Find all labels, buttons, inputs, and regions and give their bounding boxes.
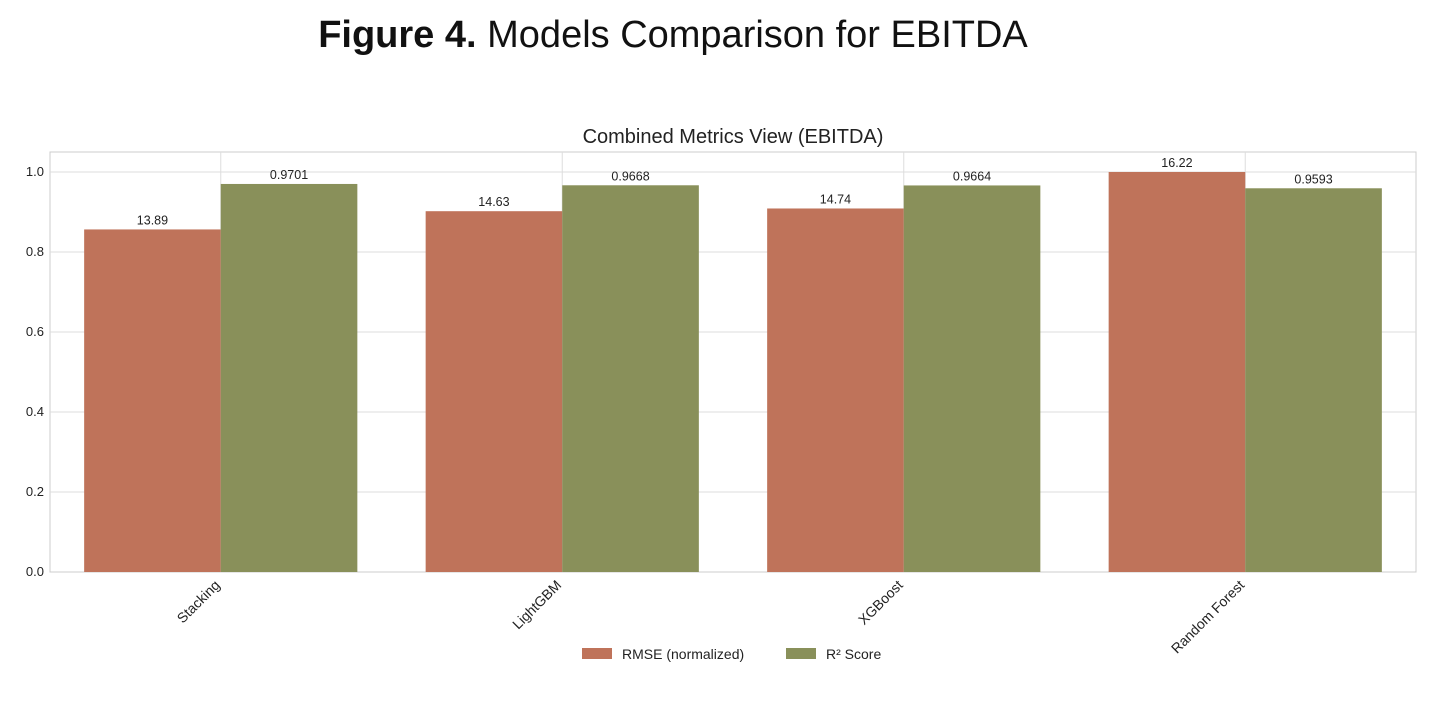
data-label: 0.9593: [1294, 172, 1332, 186]
chart-title: Combined Metrics View (EBITDA): [583, 126, 884, 148]
figure-title: Figure 4. Models Comparison for EBITDA: [0, 14, 1346, 57]
bar: [767, 208, 904, 573]
data-label: 13.89: [137, 213, 168, 227]
data-label: 0.9664: [953, 169, 991, 183]
bar: [562, 185, 699, 572]
bar: [220, 183, 358, 572]
figure-caption: Models Comparison for EBITDA: [487, 14, 1028, 56]
bar: [903, 185, 1041, 572]
y-tick-label: 0.6: [26, 324, 44, 339]
x-tick-label: XGBoost: [855, 577, 906, 628]
x-tick-label: Stacking: [174, 577, 223, 626]
y-tick-label: 0.2: [26, 484, 44, 499]
legend-swatch: [582, 648, 612, 659]
legend-label: RMSE (normalized): [622, 646, 744, 662]
figure-number: Figure 4.: [318, 14, 477, 56]
y-tick-label: 0.4: [26, 404, 44, 419]
x-tick-label: LightGBM: [509, 577, 564, 632]
bar: [425, 211, 563, 572]
data-label: 14.63: [478, 195, 509, 209]
legend-label: R² Score: [826, 646, 881, 662]
data-label: 0.9668: [611, 169, 649, 183]
legend-swatch: [786, 648, 816, 659]
data-label: 16.22: [1161, 156, 1192, 170]
data-label: 0.9701: [270, 168, 308, 182]
y-tick-label: 0.0: [26, 564, 44, 579]
y-tick-label: 1.0: [26, 164, 44, 179]
bar: [1108, 172, 1246, 572]
bar: [1245, 188, 1382, 572]
x-tick-label: Random Forest: [1168, 577, 1248, 657]
bar: [84, 229, 221, 572]
data-label: 14.74: [820, 192, 851, 206]
y-tick-label: 0.8: [26, 244, 44, 259]
